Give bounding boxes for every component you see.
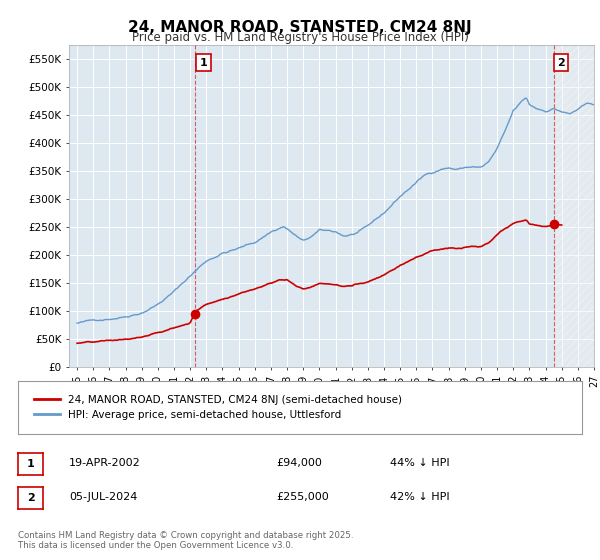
Text: 19-APR-2002: 19-APR-2002 [69, 458, 141, 468]
Bar [554, 45, 594, 367]
Text: 05-JUL-2024: 05-JUL-2024 [69, 492, 137, 502]
Text: 42% ↓ HPI: 42% ↓ HPI [390, 492, 449, 502]
Text: 1: 1 [200, 58, 208, 68]
Text: £255,000: £255,000 [276, 492, 329, 502]
Text: 24, MANOR ROAD, STANSTED, CM24 8NJ: 24, MANOR ROAD, STANSTED, CM24 8NJ [128, 20, 472, 35]
Text: Price paid vs. HM Land Registry's House Price Index (HPI): Price paid vs. HM Land Registry's House … [131, 31, 469, 44]
Text: 2: 2 [27, 493, 34, 503]
Text: 1: 1 [27, 459, 34, 469]
Text: 2: 2 [557, 58, 565, 68]
Bar [554, 45, 594, 367]
Text: £94,000: £94,000 [276, 458, 322, 468]
Text: 44% ↓ HPI: 44% ↓ HPI [390, 458, 449, 468]
Text: Contains HM Land Registry data © Crown copyright and database right 2025.
This d: Contains HM Land Registry data © Crown c… [18, 531, 353, 550]
Legend: 24, MANOR ROAD, STANSTED, CM24 8NJ (semi-detached house), HPI: Average price, se: 24, MANOR ROAD, STANSTED, CM24 8NJ (semi… [29, 390, 407, 425]
